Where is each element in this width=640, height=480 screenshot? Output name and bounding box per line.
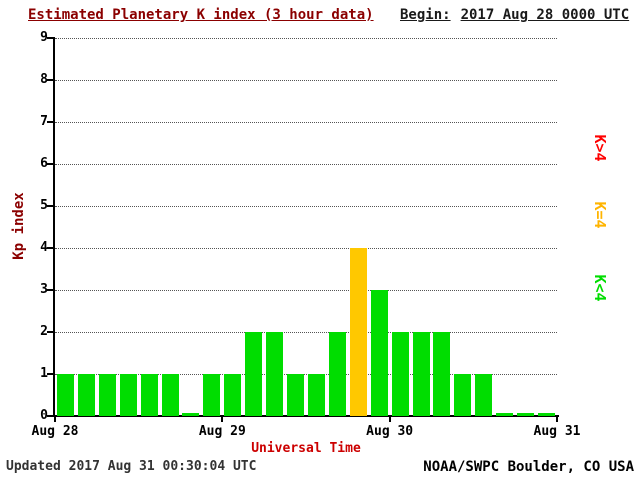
y-tick-mark xyxy=(47,79,53,81)
begin-value: 2017 Aug 28 0000 UTC xyxy=(460,7,630,23)
legend-item-1: K=4 xyxy=(591,201,609,229)
x-tick-label: Aug 28 xyxy=(31,424,79,439)
x-axis-title: Universal Time xyxy=(251,441,361,456)
y-tick-mark xyxy=(47,289,53,291)
kp-bar xyxy=(224,374,242,416)
gridline xyxy=(55,38,557,39)
x-tick-label: Aug 30 xyxy=(366,424,414,439)
kp-bar xyxy=(140,374,158,416)
y-tick-mark xyxy=(47,247,53,249)
begin-label: Begin: xyxy=(400,7,451,23)
x-tick-label: Aug 31 xyxy=(533,424,581,439)
kp-bar xyxy=(182,413,200,416)
kp-bar xyxy=(433,332,451,416)
kp-bar xyxy=(161,374,179,416)
x-tick-mark xyxy=(388,417,391,422)
y-tick-label: 8 xyxy=(40,72,48,87)
kp-bar xyxy=(412,332,430,416)
gridline xyxy=(55,374,557,375)
y-tick-mark xyxy=(47,205,53,207)
legend-item-2: K<4 xyxy=(591,274,609,302)
gridline xyxy=(55,206,557,207)
y-tick-mark xyxy=(47,373,53,375)
kp-bar xyxy=(266,332,284,416)
kp-bar xyxy=(349,248,367,416)
gridline xyxy=(55,332,557,333)
kp-bar xyxy=(119,374,137,416)
y-tick-label: 9 xyxy=(40,30,48,45)
y-tick-label: 6 xyxy=(40,156,48,171)
kp-bar xyxy=(391,332,409,416)
updated-timestamp: Updated 2017 Aug 31 00:30:04 UTC xyxy=(6,459,257,474)
kp-bar xyxy=(517,413,535,416)
y-tick-label: 7 xyxy=(40,114,48,129)
legend-item-0: K>4 xyxy=(591,134,609,162)
kp-bar xyxy=(77,374,95,416)
gridline xyxy=(55,80,557,81)
plot-area xyxy=(55,38,557,416)
kp-bar xyxy=(475,374,493,416)
kp-bar xyxy=(98,374,116,416)
kp-bar xyxy=(538,413,556,416)
x-tick-mark xyxy=(556,417,558,422)
chart-title: Estimated Planetary K index (3 hour data… xyxy=(28,7,374,23)
y-tick-label: 3 xyxy=(40,282,48,297)
x-tick-mark xyxy=(221,417,224,422)
kp-bar xyxy=(328,332,346,416)
kp-bar xyxy=(454,374,472,416)
gridline xyxy=(55,164,557,165)
begin-time: Begin: 2017 Aug 28 0000 UTC xyxy=(400,7,629,23)
kp-bar xyxy=(56,374,74,416)
kp-bar xyxy=(245,332,263,416)
gridline xyxy=(55,290,557,291)
x-tick-mark xyxy=(54,417,56,422)
kp-bar xyxy=(287,374,305,416)
y-axis-line xyxy=(53,37,55,417)
kp-bar xyxy=(307,374,325,416)
gridline xyxy=(55,248,557,249)
y-tick-mark xyxy=(47,163,53,165)
y-tick-label: 1 xyxy=(40,366,48,381)
x-tick-label: Aug 29 xyxy=(198,424,246,439)
source-credit: NOAA/SWPC Boulder, CO USA xyxy=(423,459,634,475)
y-tick-mark xyxy=(47,121,53,123)
y-tick-mark xyxy=(47,415,53,417)
y-tick-mark xyxy=(47,331,53,333)
y-tick-mark xyxy=(47,37,53,39)
kp-bar xyxy=(370,290,388,416)
y-tick-label: 4 xyxy=(40,240,48,255)
y-axis-title: Kp index xyxy=(11,192,27,260)
y-tick-label: 0 xyxy=(40,408,48,423)
x-axis-line xyxy=(53,415,559,417)
y-tick-label: 5 xyxy=(40,198,48,213)
kp-bar xyxy=(203,374,221,416)
kp-bar xyxy=(496,413,514,416)
y-tick-label: 2 xyxy=(40,324,48,339)
gridline xyxy=(55,122,557,123)
